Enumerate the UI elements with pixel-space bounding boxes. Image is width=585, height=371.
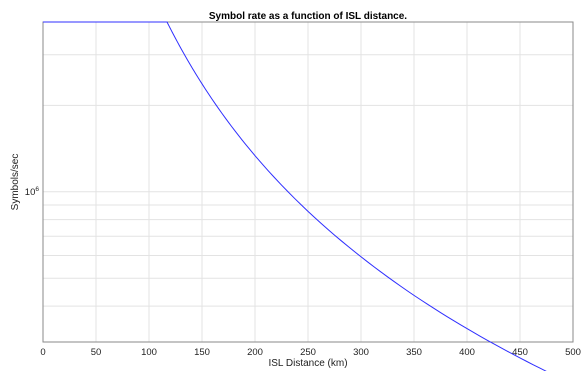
x-tick-label: 350 xyxy=(406,347,422,358)
x-tick-label: 200 xyxy=(247,347,263,358)
series-line xyxy=(43,21,547,371)
plot-frame xyxy=(42,21,574,343)
x-tick-label: 450 xyxy=(512,347,528,358)
chart-title: Symbol rate as a function of ISL distanc… xyxy=(209,11,407,22)
x-tick-label: 150 xyxy=(194,347,210,358)
series-layer xyxy=(43,21,547,371)
x-tick-label: 100 xyxy=(141,347,157,358)
y-tick-labels: 106 xyxy=(25,186,40,198)
grid xyxy=(43,22,573,342)
x-tick-label: 50 xyxy=(91,347,102,358)
x-tick-label: 250 xyxy=(300,347,316,358)
y-axis-label: Symbols/sec xyxy=(10,154,21,211)
x-tick-label: 300 xyxy=(353,347,369,358)
x-tick-label: 400 xyxy=(459,347,475,358)
x-axis-label: ISL Distance (km) xyxy=(268,358,347,369)
x-tick-label: 500 xyxy=(565,347,581,358)
x-tick-label: 0 xyxy=(40,347,45,358)
x-tick-labels: 0 50 100 150 200 250 300 350 400 450 500 xyxy=(40,347,581,358)
y-tick-label: 106 xyxy=(25,186,40,198)
